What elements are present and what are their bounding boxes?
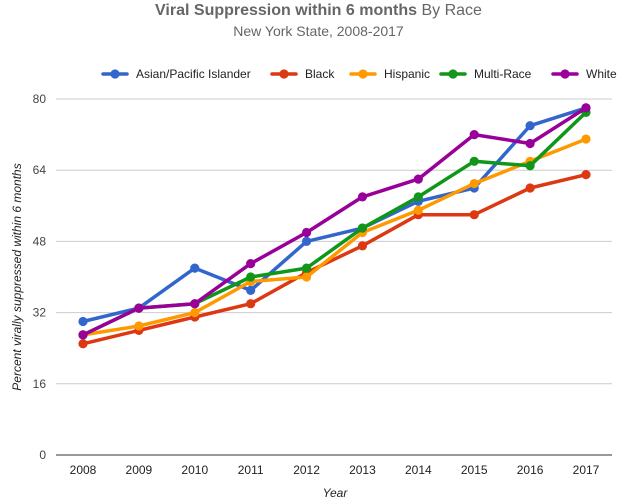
data-point-black[interactable] [357,241,368,251]
y-axis-title: Percent virally suppressed within 6 mont… [10,163,24,390]
x-tick-label: 2014 [405,463,432,477]
grid-layer [56,98,612,456]
data-point-multi-race[interactable] [357,223,368,233]
legend-swatch-marker [560,69,570,79]
series-line-white [81,106,588,337]
data-point-asian-pacific-islander[interactable] [190,263,200,273]
x-tick-label: 2013 [349,463,376,477]
data-point-multi-race[interactable] [246,272,256,282]
data-point-multi-race[interactable] [525,161,535,171]
y-tick-label: 64 [33,163,47,177]
x-tick-label: 2009 [126,463,153,477]
legend-label: Asian/Pacific Islander [136,67,251,81]
data-point-hispanic[interactable] [134,321,144,331]
chart-subtitle: New York State, 2008-2017 [233,23,404,39]
y-tick-label: 32 [33,306,47,320]
legend-item-black[interactable]: Black [270,67,335,81]
series-line-hispanic [81,137,588,337]
data-point-asian-pacific-islander[interactable] [525,121,535,131]
x-tick-label: 2011 [238,463,264,477]
data-point-black[interactable] [581,170,591,180]
y-tick-label: 0 [39,448,46,462]
y-tick-label: 80 [33,92,47,106]
legend-item-white[interactable]: White [551,67,617,81]
x-tick-label: 2015 [461,463,488,477]
data-point-hispanic[interactable] [301,272,312,282]
axis-layer: 0 16 32 48 64 80 2008 2009 2010 2011 2012 2013 2014 2… [33,92,600,477]
data-point-white[interactable] [190,299,200,309]
data-point-white[interactable] [134,303,144,313]
x-tick-label: 2008 [70,463,97,477]
legend-label: Multi-Race [474,67,532,81]
x-tick-label: 2016 [517,463,544,477]
series-line-black [81,172,588,346]
data-point-black[interactable] [525,183,535,193]
legend-item-asian-pacific-islander[interactable]: Asian/Pacific Islander [101,67,251,81]
data-point-asian-pacific-islander[interactable] [78,316,88,327]
data-point-white[interactable] [357,192,368,202]
data-point-white[interactable] [581,103,591,113]
x-axis-title: Year [323,486,349,500]
legend-swatch-marker [358,69,368,79]
data-point-white[interactable] [78,330,88,340]
data-point-asian-pacific-islander[interactable] [301,236,312,246]
series-white [78,103,591,340]
legend[interactable]: Asian/Pacific Islander Black Hispanic Multi… [101,67,617,81]
data-point-black[interactable] [246,299,256,309]
chart-title-main: Viral Suppression within 6 months [155,2,418,19]
y-tick-label: 16 [33,377,47,391]
data-point-hispanic[interactable] [413,205,423,215]
legend-item-multi-race[interactable]: Multi-Race [439,67,532,81]
series-line-asian-pacific-islander [81,106,588,324]
legend-item-hispanic[interactable]: Hispanic [349,67,430,81]
legend-label: Black [305,67,335,81]
data-point-white[interactable] [246,259,256,269]
data-point-white[interactable] [525,138,535,149]
x-tick-label: 2017 [573,463,600,477]
data-point-hispanic[interactable] [469,178,479,189]
y-tick-label: 48 [33,234,47,248]
data-point-multi-race[interactable] [301,263,312,273]
chart-title: Viral Suppression within 6 months By Rac… [0,2,637,20]
data-point-black[interactable] [78,339,88,349]
data-point-black[interactable] [469,210,479,220]
data-point-multi-race[interactable] [413,192,423,202]
legend-swatch-marker [448,69,458,79]
legend-swatch-marker [279,69,289,79]
legend-swatch-marker [110,69,120,79]
legend-label: White [586,67,617,81]
data-point-white[interactable] [301,227,312,238]
data-point-hispanic[interactable] [581,134,591,144]
data-point-multi-race[interactable] [469,156,479,166]
data-point-hispanic[interactable] [190,308,200,318]
data-point-white[interactable] [469,130,479,140]
data-point-asian-pacific-islander[interactable] [246,285,256,295]
data-point-white[interactable] [413,174,423,184]
chart-title-suffix: By Race [421,2,482,19]
x-tick-label: 2012 [293,463,320,477]
series-layer [78,103,591,349]
legend-label: Hispanic [384,67,430,81]
x-tick-label: 2010 [181,463,208,477]
